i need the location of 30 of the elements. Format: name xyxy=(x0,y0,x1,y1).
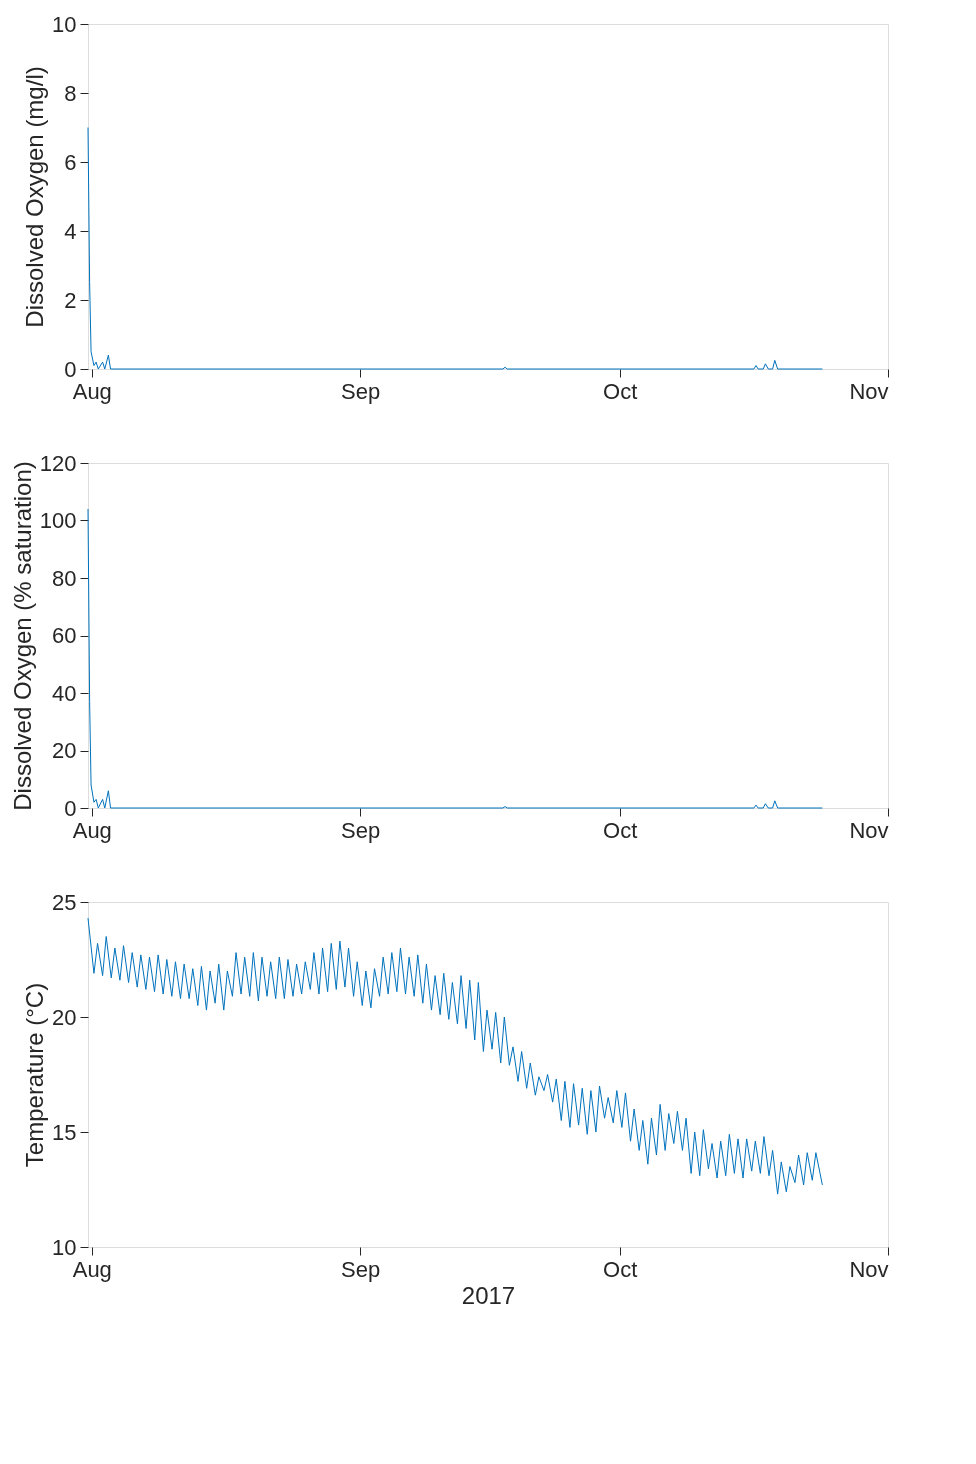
x-tick-label: Nov xyxy=(849,817,889,843)
y-tick-label: 40 xyxy=(52,680,77,706)
x-tick-label: Sep xyxy=(341,1256,381,1282)
y-tick-label: 15 xyxy=(52,1119,77,1145)
x-tick-label: Nov xyxy=(849,1256,889,1282)
x-tick-label: Oct xyxy=(603,378,638,404)
x-tick-label: Sep xyxy=(341,378,381,404)
line-series xyxy=(87,917,823,1195)
y-tick-label: 60 xyxy=(52,623,77,648)
x-axis-title: 2017 xyxy=(461,1281,516,1309)
y-axis-title: Dissolved Oxygen (mg/l) xyxy=(21,66,49,328)
y-tick-label: 120 xyxy=(39,450,77,476)
y-axis-title: Dissolved Oxygen (% saturation) xyxy=(8,461,36,811)
line-series xyxy=(87,127,823,370)
x-tick-label: Oct xyxy=(603,1256,638,1282)
y-tick-label: 20 xyxy=(52,1004,77,1030)
line-series xyxy=(87,508,823,809)
y-tick-label: 2 xyxy=(64,287,77,313)
y-tick-label: 100 xyxy=(39,508,77,533)
x-tick-label: Nov xyxy=(849,378,889,404)
x-tick-label: Oct xyxy=(603,817,638,843)
y-tick-label: 20 xyxy=(52,738,77,763)
y-tick-label: 8 xyxy=(64,80,77,106)
x-tick-label: Sep xyxy=(341,817,381,843)
y-tick-label: 10 xyxy=(52,11,77,37)
y-tick-label: 6 xyxy=(64,149,77,175)
y-tick-label: 4 xyxy=(64,218,77,244)
y-tick-label: 25 xyxy=(52,889,77,915)
y-axis-title: Temperature (°C) xyxy=(21,982,49,1168)
y-tick-label: 80 xyxy=(52,565,77,591)
